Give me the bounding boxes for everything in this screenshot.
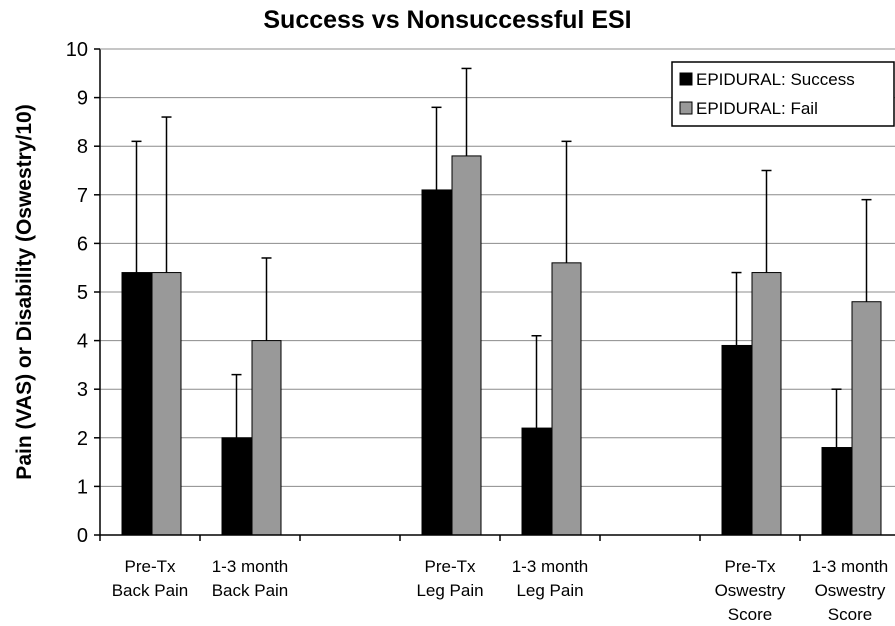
y-tick-label: 9 [77,88,88,110]
chart-title: Success vs Nonsuccessful ESI [263,6,632,34]
bars [121,155,882,536]
bar-success [421,189,452,536]
x-tick-label: Pre-Tx Oswestry Score [715,557,786,624]
x-tick-label: Pre-Tx Back Pain [112,557,189,600]
error-bars [131,67,872,448]
y-tick-label: 0 [77,525,88,547]
x-tick-labels: Pre-Tx Back Pain 1-3 month Back Pain Pre-Tx L… [112,557,889,624]
y-tick-label: 7 [77,185,88,207]
legend-swatch [679,72,693,86]
bar-fail [851,301,882,536]
y-tick-labels: 0 1 2 3 4 5 6 7 8 9 10 [66,39,88,547]
y-tick-label: 10 [66,39,88,61]
y-tick-label: 1 [77,476,88,498]
legend-swatch [679,101,693,115]
bar-fail [451,155,482,536]
bar-success [121,272,152,536]
bar-fail [151,272,182,536]
bar-fail [751,272,782,536]
bar-success [521,427,552,536]
x-tick-label: 1-3 month Back Pain [212,557,289,600]
bar-success [721,344,752,536]
legend-box [671,61,895,127]
y-tick-label: 3 [77,379,88,401]
y-tick-label: 8 [77,136,88,158]
legend-label: EPIDURAL: Success [696,70,855,89]
legend-label: EPIDURAL: Fail [696,99,818,118]
x-tick-label: 1-3 month Leg Pain [512,557,589,600]
bar-fail [251,340,282,536]
y-tick-label: 2 [77,428,88,450]
axes [94,48,895,541]
x-tick-label: Pre-Tx Leg Pain [416,557,483,600]
y-axis-label: Pain (VAS) or Disability (Oswestry/10) [13,104,36,479]
bar-success [221,437,252,536]
y-tick-label: 5 [77,282,88,304]
y-tick-label: 4 [77,331,88,353]
bar-fail [551,262,582,536]
legend: EPIDURAL: Success EPIDURAL: Fail [671,61,895,127]
y-tick-label: 6 [77,233,88,255]
x-tick-label: 1-3 month Oswestry Score [812,557,889,624]
bar-success [821,447,852,536]
